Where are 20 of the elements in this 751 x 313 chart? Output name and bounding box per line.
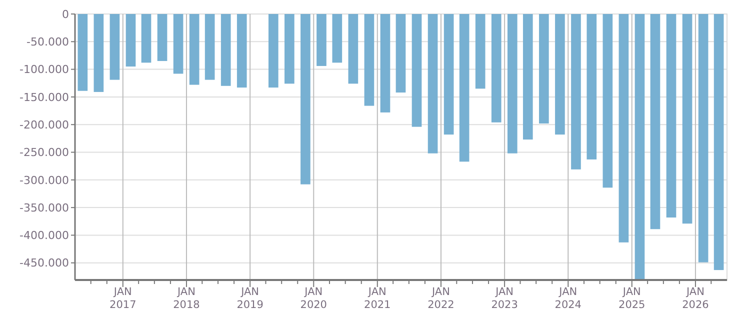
x-tick-label: JAN 2017 (110, 286, 136, 311)
y-tick-label: -150.000 (20, 90, 69, 104)
y-tick-label: -400.000 (20, 229, 69, 242)
y-tick-label: -100.000 (20, 63, 69, 76)
x-tick-label: JAN 2021 (364, 286, 391, 311)
y-tick-label: -250.000 (20, 146, 69, 160)
y-tick-label: -350.000 (20, 201, 69, 214)
x-tick-label: JAN 2022 (428, 286, 454, 311)
y-tick-label: -200.000 (20, 118, 69, 132)
x-tick-label: JAN 2018 (173, 286, 200, 311)
x-tick-label: JAN 2019 (236, 286, 264, 311)
x-tick-label: JAN 2024 (554, 286, 582, 311)
x-tick-label: JAN 2023 (491, 286, 518, 311)
x-tick-label: JAN 2025 (618, 286, 646, 311)
x-tick-label: JAN 2020 (300, 286, 328, 311)
y-tick-label: 0 (62, 8, 69, 21)
x-tick-label: JAN 2026 (682, 286, 710, 311)
y-tick-label: -300.000 (20, 174, 69, 187)
y-tick-label: -450.000 (20, 256, 69, 270)
y-tick-label: -50.000 (26, 36, 69, 48)
